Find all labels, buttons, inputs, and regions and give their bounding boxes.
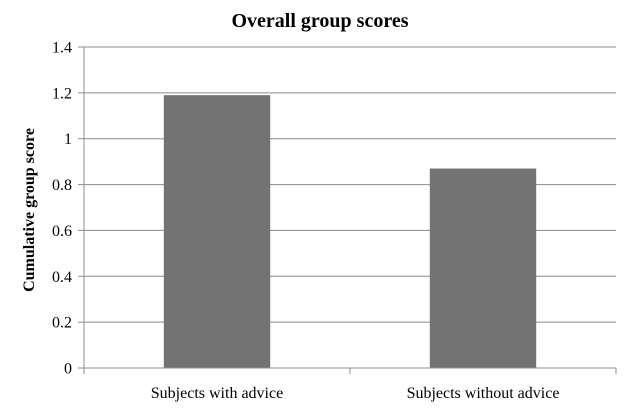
y-tick-label: 0.4: [52, 269, 72, 286]
y-tick-label: 0.2: [52, 315, 72, 332]
x-category-label: Subjects with advice: [151, 385, 283, 402]
bar-1: [163, 95, 271, 369]
y-tick-label: 0.8: [52, 177, 72, 194]
bars: [163, 95, 537, 369]
y-tick-label: 0.6: [52, 223, 72, 240]
y-tick-label: 1.2: [52, 85, 72, 102]
y-tick-label: 0: [64, 361, 72, 378]
axes: [78, 46, 617, 374]
tick-labels: 0 0.2 0.4 0.6 0.8 1 1.2 1.4 Subjects with advice…: [52, 40, 559, 403]
x-category-label: Subjects without advice: [407, 385, 560, 402]
chart-title: Overall group scores: [231, 10, 408, 32]
y-tick-label: 1: [64, 131, 72, 148]
y-axis-label: Cumulative group score: [21, 128, 38, 292]
bar-2: [429, 168, 537, 368]
y-tick-label: 1.4: [52, 40, 72, 57]
